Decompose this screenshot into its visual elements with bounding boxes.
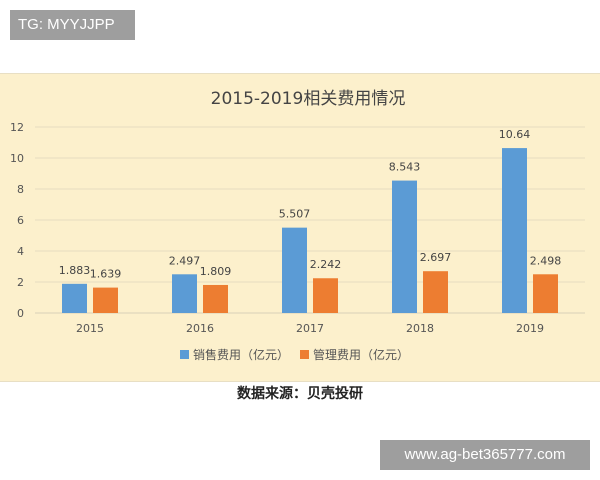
chart-panel [0,73,600,382]
data-label: 2.497 [169,254,201,267]
y-tick-label: 0 [17,307,24,320]
x-tick-label: 2019 [516,322,544,335]
data-label: 10.64 [499,128,531,141]
y-tick-label: 8 [17,183,24,196]
x-tick-label: 2017 [296,322,324,335]
bar [282,227,307,313]
x-tick-label: 2016 [186,322,214,335]
watermark-top: TG: MYYJJPP [10,10,135,40]
y-tick-label: 12 [10,121,24,134]
bar [533,274,558,313]
legend-label: 销售费用（亿元） [193,347,289,362]
bar [313,278,338,313]
bar [392,180,417,313]
legend-swatch [180,350,189,359]
data-label: 5.507 [279,208,311,221]
bar [172,274,197,313]
bar-chart: 2015-2019相关费用情况 0 2 4 6 8 10 12 2015 1.883 1.639 20… [10,89,585,362]
bar [502,148,527,313]
legend-label: 管理费用（亿元） [313,347,409,362]
data-label: 1.809 [200,265,232,278]
x-tick-label: 2015 [76,322,104,335]
bar [203,284,228,313]
data-source: 数据来源：贝壳投研 [237,386,363,402]
watermark-bottom: www.ag-bet365777.com [380,440,590,470]
data-label: 2.242 [310,258,342,271]
y-tick-label: 10 [10,152,24,165]
bar [93,287,118,313]
data-label: 8.543 [389,161,421,174]
x-tick-label: 2018 [406,322,434,335]
chart-title: 2015-2019相关费用情况 [211,89,406,109]
y-tick-label: 4 [17,245,24,258]
data-label: 1.883 [59,264,91,277]
bar [423,271,448,313]
data-label: 1.639 [90,268,122,281]
legend-swatch [300,350,309,359]
y-tick-label: 2 [17,276,24,289]
data-label: 2.697 [420,251,452,264]
bar [62,283,87,313]
y-tick-label: 6 [17,214,24,227]
data-label: 2.498 [530,254,562,267]
